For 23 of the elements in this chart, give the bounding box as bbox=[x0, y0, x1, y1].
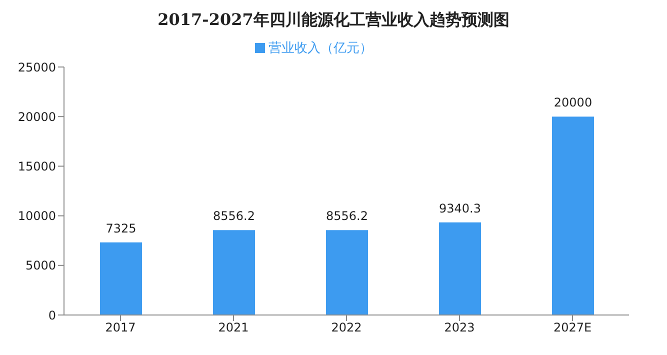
legend-label: 营业收入（亿元） bbox=[268, 41, 372, 56]
y-tick-label: 20000 bbox=[18, 110, 56, 124]
y-tick-label: 25000 bbox=[18, 60, 56, 74]
bar bbox=[213, 230, 255, 315]
bar bbox=[552, 116, 594, 315]
y-tick-label: 10000 bbox=[18, 209, 56, 224]
x-tick-label: 2022 bbox=[331, 320, 362, 335]
bar bbox=[439, 222, 481, 315]
x-tick-label: 2017 bbox=[105, 320, 136, 335]
data-label: 7325 bbox=[106, 221, 136, 236]
data-label: 9340.3 bbox=[439, 201, 481, 216]
x-tick-label: 2027E bbox=[553, 320, 592, 335]
data-label: 8556.2 bbox=[213, 209, 255, 224]
y-tick-label: 5000 bbox=[25, 258, 56, 273]
y-tick-label: 0 bbox=[48, 308, 56, 322]
x-tick-label: 2021 bbox=[218, 320, 249, 335]
chart-title: 2017-2027年四川能源化工营业收入趋势预测图 bbox=[156, 9, 510, 31]
bar bbox=[326, 230, 368, 315]
data-label: 20000 bbox=[554, 96, 592, 110]
y-tick-label: 15000 bbox=[18, 159, 56, 174]
x-tick-label: 2023 bbox=[444, 320, 475, 335]
data-label: 8556.2 bbox=[326, 209, 368, 224]
bar bbox=[100, 242, 142, 315]
